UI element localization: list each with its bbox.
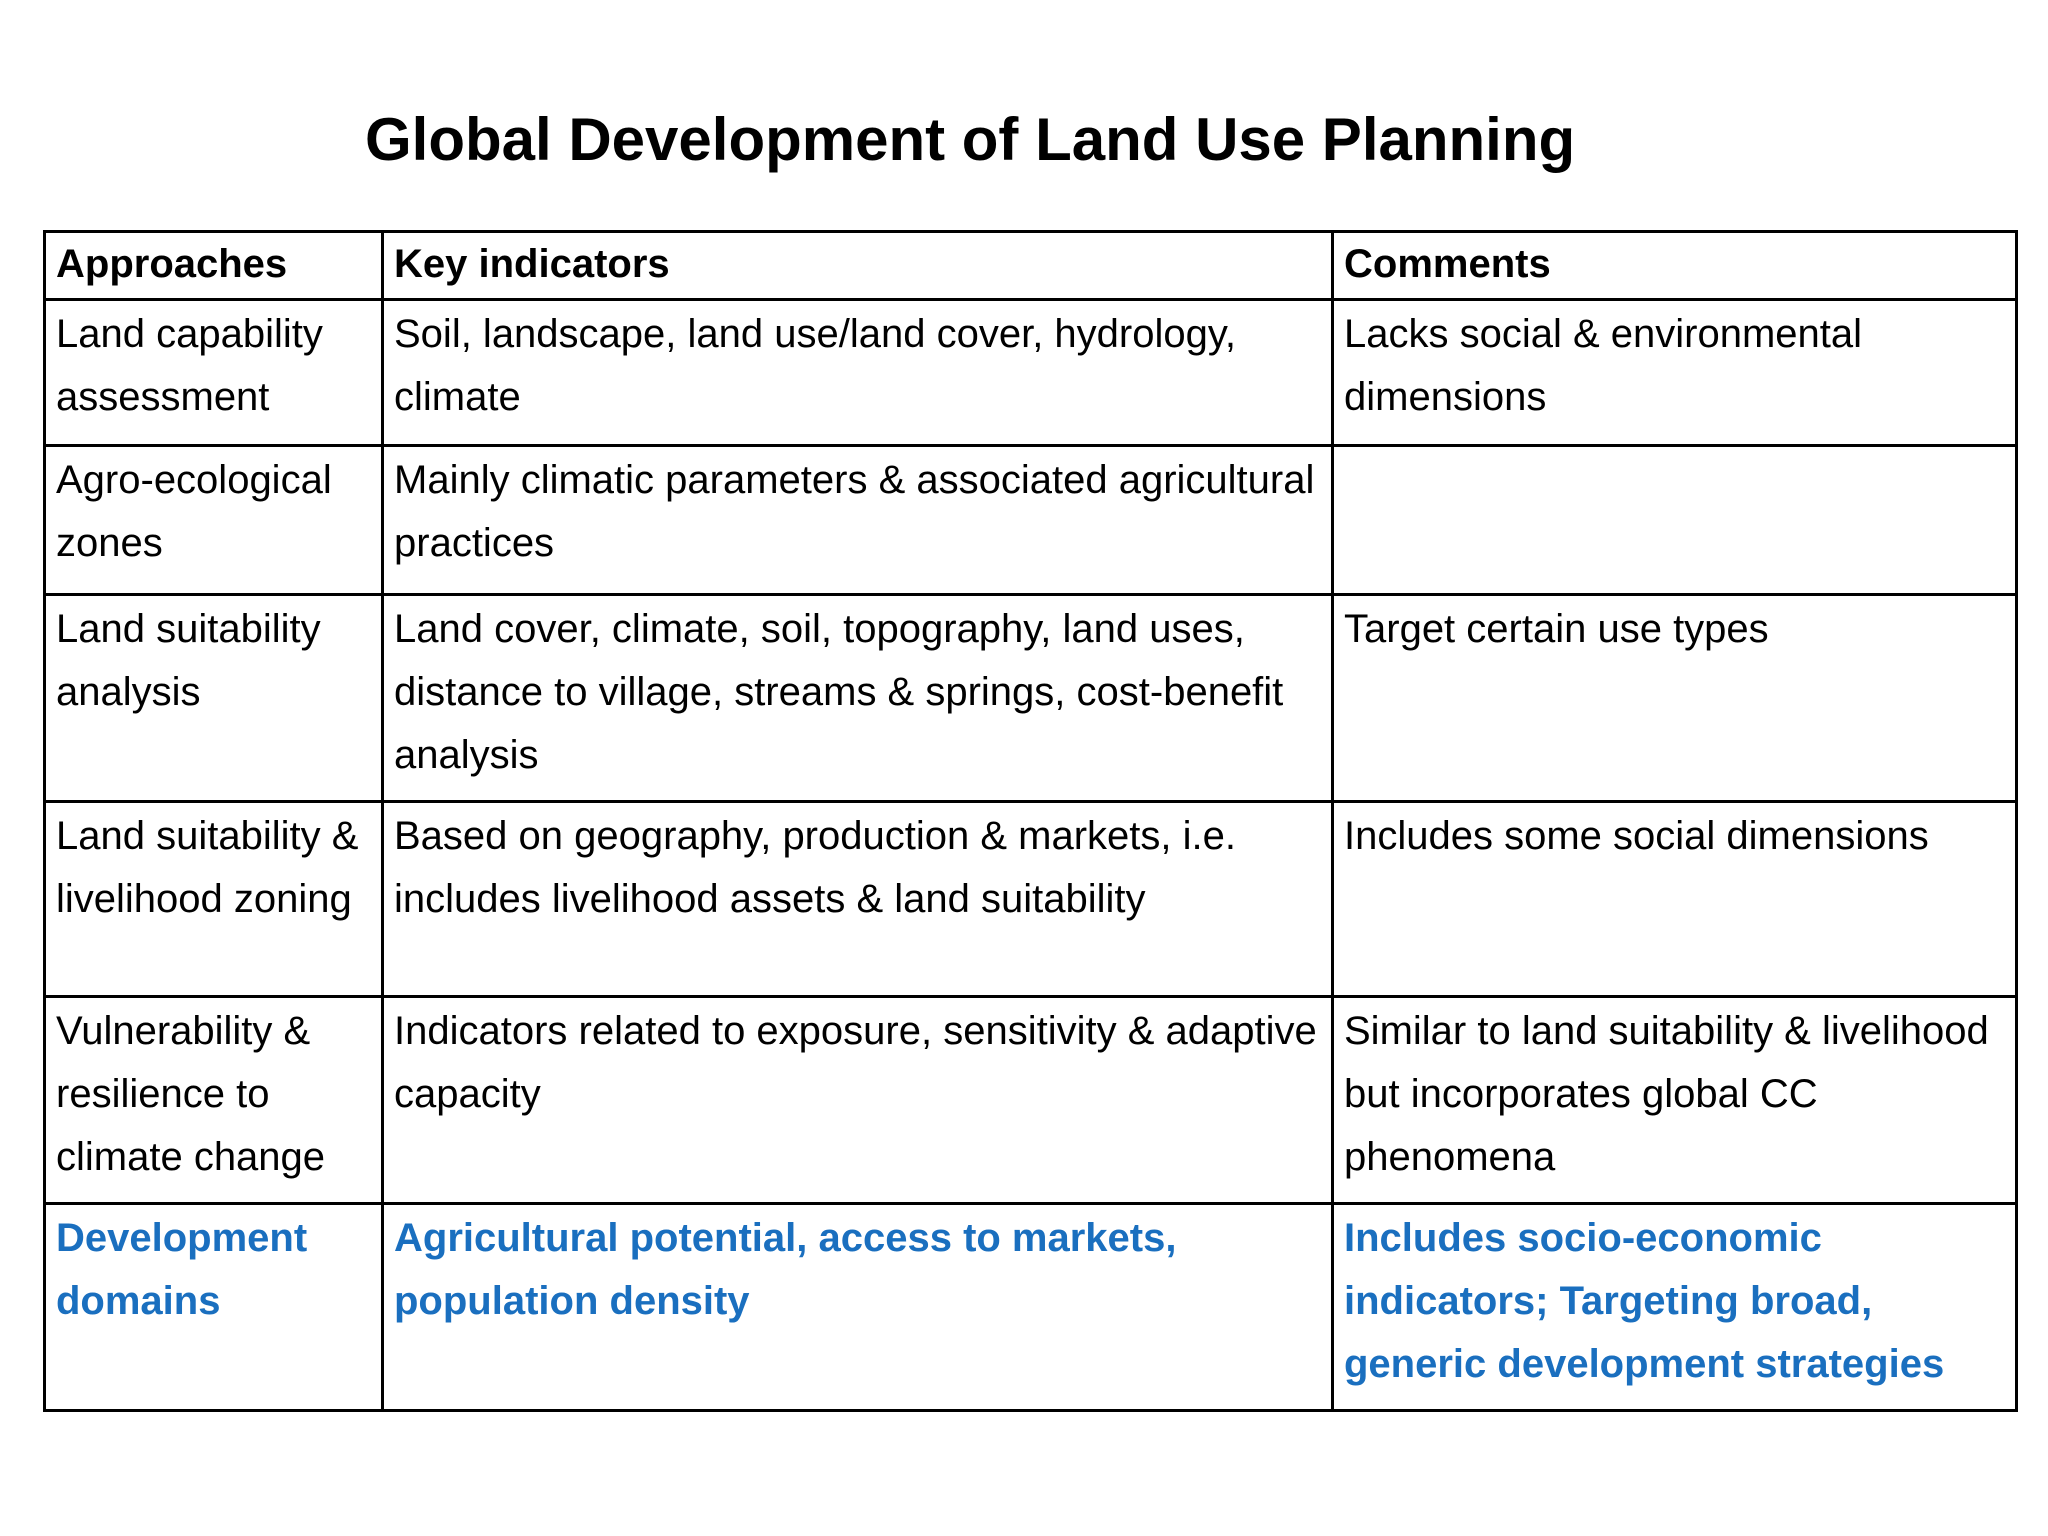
indicators-cell: Indicators related to exposure, sensitiv…: [381, 995, 1334, 1205]
indicators-cell: Land cover, climate, soil, topography, l…: [381, 593, 1334, 803]
table-row-highlighted: Development domains Agricultural potenti…: [43, 1202, 2018, 1412]
comments-cell: [1331, 444, 2018, 596]
header-approaches: Approaches: [43, 230, 384, 301]
approach-cell: Vulnerability & resilience to climate ch…: [43, 995, 384, 1205]
comments-cell: Similar to land suitability & livelihood…: [1331, 995, 2018, 1205]
indicators-cell: Agricultural potential, access to market…: [381, 1202, 1334, 1412]
indicators-cell: Mainly climatic parameters & associated …: [381, 444, 1334, 596]
comments-cell: Includes socio-economic indicators; Targ…: [1331, 1202, 2018, 1412]
page-title: Global Development of Land Use Planning: [365, 106, 1576, 173]
approaches-table-container: Approaches Key indicators Comments Land …: [43, 230, 2018, 1412]
approach-cell: Land suitability analysis: [43, 593, 384, 803]
comments-cell: Target certain use types: [1331, 593, 2018, 803]
table-row: Agro-ecological zones Mainly climatic pa…: [43, 444, 2018, 596]
indicators-cell: Soil, landscape, land use/land cover, hy…: [381, 298, 1334, 447]
approach-cell: Agro-ecological zones: [43, 444, 384, 596]
table-row: Land suitability & livelihood zoning Bas…: [43, 800, 2018, 998]
header-comments: Comments: [1331, 230, 2018, 301]
header-key-indicators: Key indicators: [381, 230, 1334, 301]
table-row: Land capability assessment Soil, landsca…: [43, 298, 2018, 447]
table-row: Land suitability analysis Land cover, cl…: [43, 593, 2018, 803]
comments-cell: Includes some social dimensions: [1331, 800, 2018, 998]
table-row: Vulnerability & resilience to climate ch…: [43, 995, 2018, 1205]
table-header-row: Approaches Key indicators Comments: [43, 230, 2018, 301]
comments-cell: Lacks social & environmental dimensions: [1331, 298, 2018, 447]
approach-cell: Development domains: [43, 1202, 384, 1412]
indicators-cell: Based on geography, production & markets…: [381, 800, 1334, 998]
approach-cell: Land capability assessment: [43, 298, 384, 447]
approaches-table: Approaches Key indicators Comments Land …: [43, 230, 2018, 1412]
approach-cell: Land suitability & livelihood zoning: [43, 800, 384, 998]
